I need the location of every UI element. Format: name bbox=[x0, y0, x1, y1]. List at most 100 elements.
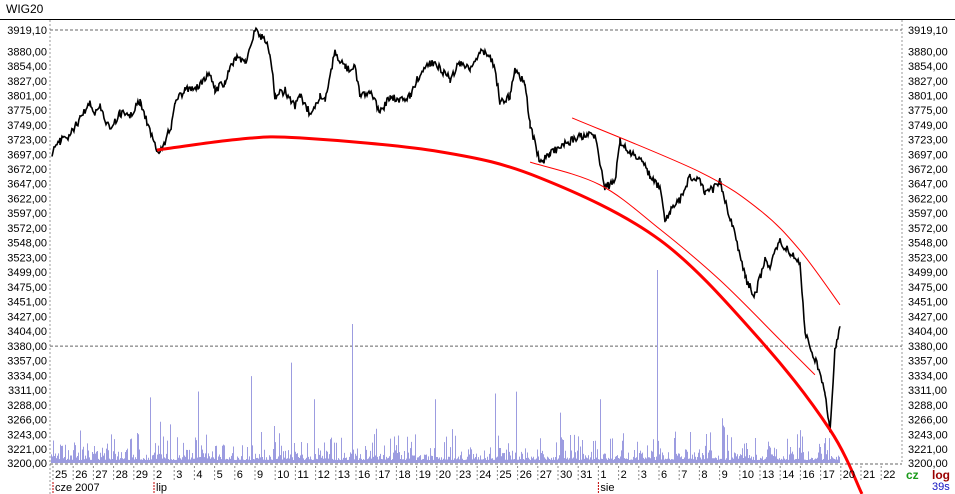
y-tick-label-right: 3801,00 bbox=[908, 90, 948, 102]
x-day-label: 13 bbox=[338, 469, 350, 481]
x-day-label: 18 bbox=[398, 469, 410, 481]
y-tick-label-left: 3221,00 bbox=[7, 444, 47, 456]
x-day-label: 17 bbox=[378, 469, 390, 481]
mode-toggle[interactable]: cz bbox=[906, 468, 919, 482]
x-month-label: lip bbox=[156, 482, 167, 494]
y-tick-label-left: 3723,00 bbox=[7, 135, 47, 147]
y-tick-label-right: 3622,00 bbox=[908, 193, 948, 205]
x-day-label: 13 bbox=[762, 469, 774, 481]
channel-upper-curve bbox=[571, 117, 841, 306]
y-tick-label-right: 3523,00 bbox=[908, 253, 948, 265]
y-tick-label-right: 3266,00 bbox=[908, 414, 948, 426]
y-tick-label-left: 3801,00 bbox=[7, 90, 47, 102]
x-day-label: 22 bbox=[883, 469, 895, 481]
x-day-label: 4 bbox=[196, 469, 202, 481]
y-tick-label-left: 3357,00 bbox=[7, 356, 47, 368]
y-tick-label-left: 3404,00 bbox=[7, 326, 47, 338]
y-tick-label-left: 3548,00 bbox=[7, 237, 47, 249]
y-tick-label-left: 3880,00 bbox=[7, 46, 47, 58]
x-day-label: 2 bbox=[621, 469, 627, 481]
x-day-label: 6 bbox=[237, 469, 243, 481]
y-tick-label-left: 3380,00 bbox=[7, 341, 47, 353]
x-day-label: 8 bbox=[701, 469, 707, 481]
x-day-label: 19 bbox=[419, 469, 431, 481]
y-tick-label-right: 3647,00 bbox=[908, 179, 948, 191]
y-tick-label-left: 3288,00 bbox=[7, 400, 47, 412]
y-tick-label-left: 3672,00 bbox=[7, 164, 47, 176]
y-tick-label-left: 3572,00 bbox=[7, 223, 47, 235]
y-tick-label-right: 3854,00 bbox=[908, 61, 948, 73]
volume-bars bbox=[51, 270, 840, 463]
x-day-label: 1 bbox=[600, 469, 606, 481]
y-tick-label-left: 3854,00 bbox=[7, 61, 47, 73]
y-tick-label-left: 3647,00 bbox=[7, 179, 47, 191]
y-tick-label-left: 3311,00 bbox=[8, 385, 47, 397]
y-tick-label-right: 3775,00 bbox=[908, 105, 948, 117]
x-day-label: 10 bbox=[742, 469, 754, 481]
x-day-label: 12 bbox=[318, 469, 330, 481]
x-day-label: 24 bbox=[479, 469, 491, 481]
main-trend-curve bbox=[156, 135, 864, 494]
x-day-label: 26 bbox=[520, 469, 532, 481]
refresh-timer: 39s bbox=[932, 481, 950, 493]
x-day-label: 20 bbox=[843, 469, 855, 481]
y-tick-label-right: 3827,00 bbox=[908, 76, 948, 88]
x-day-label: 6 bbox=[661, 469, 667, 481]
y-tick-label-left: 3451,00 bbox=[7, 297, 47, 309]
y-tick-label-right: 3221,00 bbox=[908, 444, 948, 456]
y-tick-label-right: 3380,00 bbox=[908, 341, 948, 353]
y-tick-label-right: 3572,00 bbox=[908, 223, 948, 235]
chart-title: WIG20 bbox=[6, 2, 44, 16]
y-tick-label-left: 3427,00 bbox=[7, 312, 47, 324]
y-tick-label-left: 3243,00 bbox=[7, 429, 47, 441]
x-day-label: 3 bbox=[641, 469, 647, 481]
x-day-label: 25 bbox=[499, 469, 511, 481]
x-day-label: 31 bbox=[580, 469, 592, 481]
y-tick-label-right: 3749,00 bbox=[908, 120, 948, 132]
y-tick-label-right: 3404,00 bbox=[908, 326, 948, 338]
y-tick-label-right: 3427,00 bbox=[908, 312, 948, 324]
x-day-label: 26 bbox=[75, 469, 87, 481]
y-tick-label-left: 3827,00 bbox=[7, 76, 47, 88]
title-divider bbox=[0, 19, 955, 20]
y-tick-label-right: 3499,00 bbox=[908, 267, 948, 279]
y-tick-label-left: 3597,00 bbox=[7, 208, 47, 220]
x-day-label: 20 bbox=[439, 469, 451, 481]
x-day-label: 27 bbox=[540, 469, 552, 481]
y-tick-label-right: 3919,10 bbox=[908, 25, 948, 37]
y-tick-label-left: 3919,10 bbox=[7, 25, 47, 37]
x-day-label: 9 bbox=[257, 469, 263, 481]
x-day-label: 16 bbox=[358, 469, 370, 481]
y-tick-label-left: 3622,00 bbox=[7, 193, 47, 205]
y-tick-label-left: 3749,00 bbox=[7, 120, 47, 132]
x-day-label: 17 bbox=[823, 469, 835, 481]
x-day-label: 27 bbox=[95, 469, 107, 481]
y-tick-label-left: 3775,00 bbox=[7, 105, 47, 117]
y-tick-label-left: 3499,00 bbox=[7, 267, 47, 279]
x-day-label: 30 bbox=[560, 469, 572, 481]
x-day-label: 11 bbox=[297, 469, 308, 481]
y-tick-label-right: 3672,00 bbox=[908, 164, 948, 176]
x-day-label: 14 bbox=[782, 469, 794, 481]
y-tick-label-right: 3311,00 bbox=[908, 385, 947, 397]
x-month-label: sie bbox=[600, 482, 614, 494]
y-tick-label-right: 3723,00 bbox=[908, 135, 948, 147]
y-tick-label-right: 3451,00 bbox=[908, 297, 948, 309]
y-tick-label-right: 3880,00 bbox=[908, 46, 948, 58]
x-day-label: 9 bbox=[722, 469, 728, 481]
x-day-label: 2 bbox=[156, 469, 162, 481]
x-day-label: 16 bbox=[802, 469, 814, 481]
log-scale-toggle[interactable]: log bbox=[932, 468, 950, 482]
y-tick-label-left: 3523,00 bbox=[7, 253, 47, 265]
x-day-label: 28 bbox=[116, 469, 128, 481]
y-tick-label-right: 3334,00 bbox=[908, 370, 948, 382]
y-tick-label-left: 3697,00 bbox=[7, 150, 47, 162]
y-tick-label-right: 3200,00 bbox=[908, 458, 948, 470]
x-day-label: 10 bbox=[277, 469, 289, 481]
x-day-label: 7 bbox=[681, 469, 687, 481]
price-line bbox=[51, 26, 841, 433]
y-tick-label-right: 3475,00 bbox=[908, 282, 948, 294]
x-day-label: 23 bbox=[459, 469, 471, 481]
x-month-label: cze 2007 bbox=[55, 482, 100, 494]
